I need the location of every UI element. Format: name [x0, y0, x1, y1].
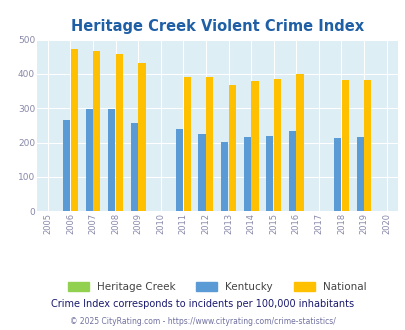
- Bar: [93, 50, 100, 211]
- Bar: [206, 77, 213, 211]
- Bar: [175, 129, 183, 211]
- Bar: [108, 109, 115, 211]
- Text: Crime Index corresponds to incidents per 100,000 inhabitants: Crime Index corresponds to incidents per…: [51, 299, 354, 309]
- Bar: [138, 63, 145, 211]
- Bar: [85, 109, 93, 211]
- Bar: [363, 81, 371, 211]
- Title: Heritage Creek Violent Crime Index: Heritage Creek Violent Crime Index: [70, 19, 363, 34]
- Bar: [356, 137, 363, 211]
- Bar: [220, 142, 228, 211]
- Bar: [130, 123, 138, 211]
- Bar: [243, 137, 250, 211]
- Bar: [288, 131, 295, 211]
- Bar: [70, 49, 78, 211]
- Bar: [273, 79, 280, 211]
- Bar: [115, 54, 123, 211]
- Bar: [333, 138, 340, 211]
- Bar: [341, 81, 348, 211]
- Bar: [198, 134, 205, 211]
- Bar: [266, 136, 273, 211]
- Bar: [251, 82, 258, 211]
- Bar: [183, 77, 190, 211]
- Text: © 2025 CityRating.com - https://www.cityrating.com/crime-statistics/: © 2025 CityRating.com - https://www.city…: [70, 317, 335, 326]
- Bar: [228, 85, 235, 211]
- Legend: Heritage Creek, Kentucky, National: Heritage Creek, Kentucky, National: [68, 281, 366, 292]
- Bar: [63, 120, 70, 211]
- Bar: [296, 74, 303, 211]
